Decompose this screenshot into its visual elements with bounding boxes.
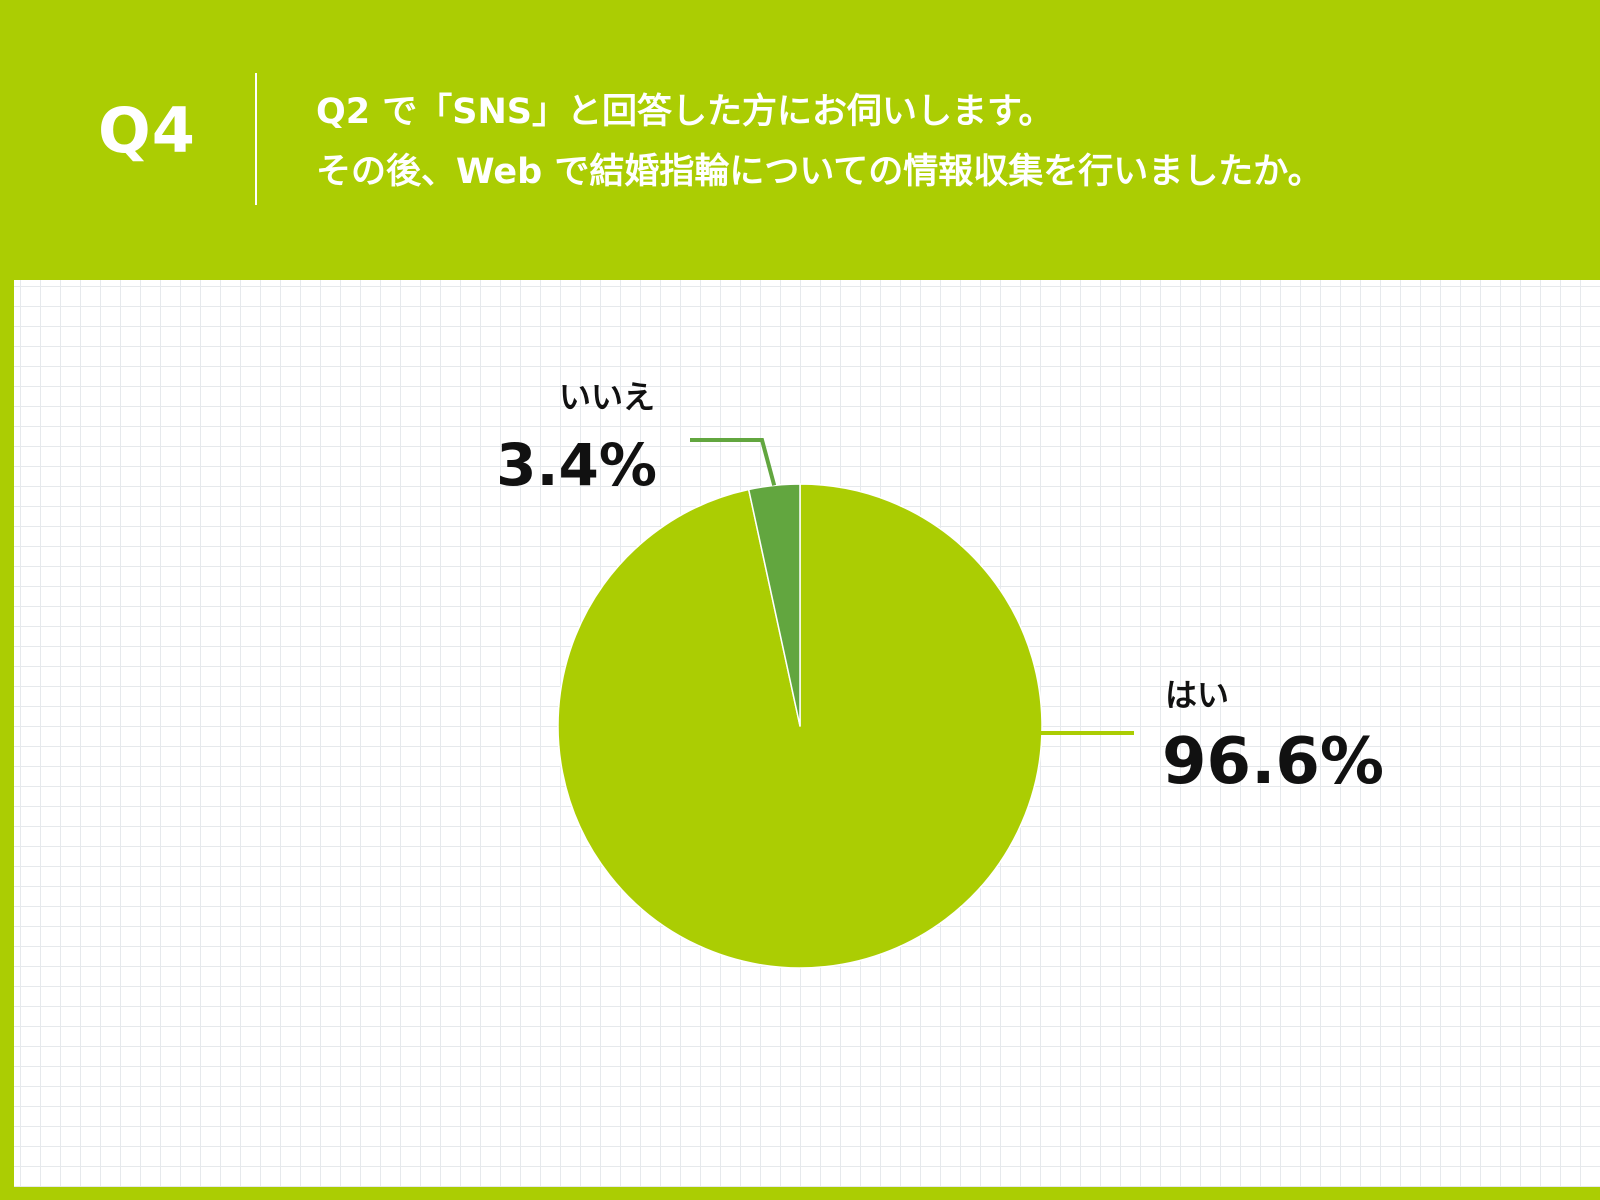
question-line-2: その後、Web で結婚指輪についての情報収集を行いましたか。 bbox=[316, 152, 1323, 192]
leader-line-no bbox=[690, 438, 777, 486]
question-number: Q4 bbox=[98, 94, 196, 167]
question-text: Q2 で「SNS」と回答した方にお伺いします。 その後、Web で結婚指輪につい… bbox=[316, 82, 1566, 202]
label-yes-category: はい bbox=[1165, 676, 1229, 714]
slice-labels: はい 96.6% いいえ 3.4% bbox=[496, 378, 1384, 799]
label-no-category: いいえ bbox=[559, 378, 655, 416]
label-no-value: 3.4% bbox=[496, 431, 657, 499]
label-yes-value: 96.6% bbox=[1162, 725, 1384, 799]
pie-slices bbox=[557, 483, 1043, 969]
question-line-1: Q2 で「SNS」と回答した方にお伺いします。 bbox=[316, 92, 1054, 132]
header-divider bbox=[255, 73, 257, 205]
leader-lines bbox=[690, 438, 1134, 735]
